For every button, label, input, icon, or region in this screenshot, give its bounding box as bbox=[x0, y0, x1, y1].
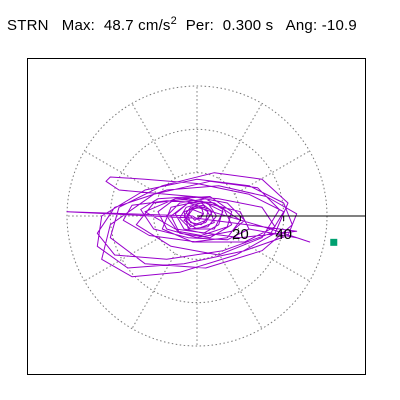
orbit-trace bbox=[66, 172, 311, 278]
angle-value: -10.9 bbox=[321, 17, 357, 34]
peak-marker bbox=[330, 238, 338, 246]
max-value: 48.7 cm/s bbox=[103, 17, 171, 34]
peak-marker-layer bbox=[330, 238, 338, 246]
axis-tick-label-40: 40 bbox=[275, 226, 292, 243]
radial-axis: 20 40 bbox=[197, 215, 366, 243]
grid-spoke-120 bbox=[131, 103, 176, 179]
station-code: STRN bbox=[7, 17, 49, 34]
angle-label: Ang: bbox=[285, 17, 318, 34]
grid-spoke-30 bbox=[234, 150, 310, 195]
period-label: Per: bbox=[185, 17, 215, 34]
grid-spoke-210 bbox=[84, 237, 160, 282]
grid-spoke-150 bbox=[84, 150, 160, 195]
grid-spoke-330 bbox=[234, 237, 310, 282]
max-label: Max: bbox=[61, 17, 96, 34]
grid-spoke-60 bbox=[218, 103, 263, 179]
period-value: 0.300 s bbox=[222, 17, 274, 34]
header: STRN Max: 48.7 cm/s2 Per: 0.300 s Ang: -… bbox=[7, 15, 357, 35]
grid-spoke-240 bbox=[131, 253, 176, 329]
grid-spoke-300 bbox=[218, 253, 263, 329]
max-unit-exponent: 2 bbox=[170, 15, 177, 27]
orbit-series-1 bbox=[66, 172, 311, 278]
axis-tick-label-20: 20 bbox=[232, 226, 249, 243]
